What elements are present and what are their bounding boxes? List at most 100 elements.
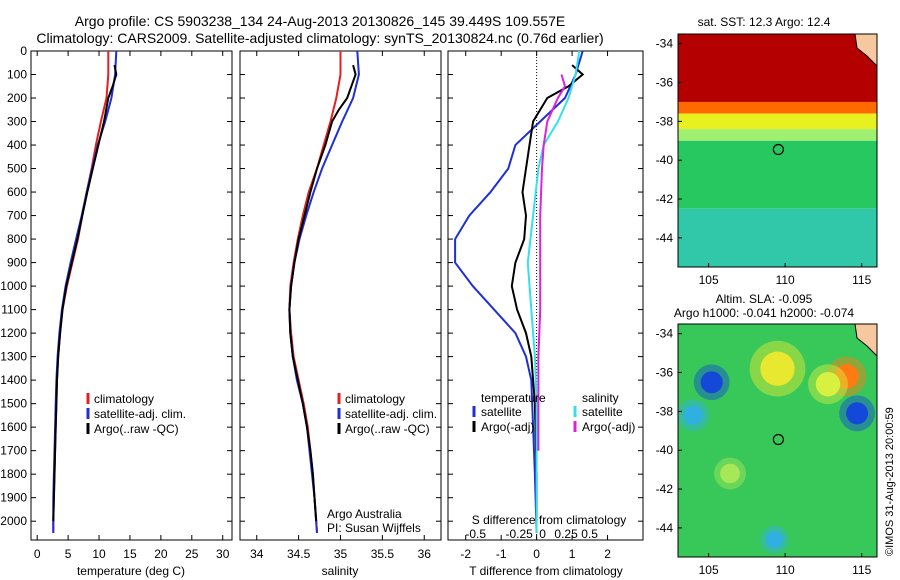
series-line-satellite-adj-clim- [288,50,360,533]
legend-label: satellite [481,405,522,419]
legend-label: climatology [345,392,405,406]
y-tick-label: 0 [20,44,27,58]
secondary-x-tick-label: -0.25 [506,527,534,541]
legend-label: satellite-adj. clim. [345,407,437,421]
secondary-x-tick-label: 0 [539,527,546,541]
y-tick-label: 1900 [0,491,27,505]
map-x-tick-label: 110 [776,273,795,287]
salinity-x-label: salinity [322,564,359,578]
legend-label: climatology [94,392,154,406]
sst-band [678,113,877,130]
map-x-tick-label: 105 [699,273,719,287]
y-tick-label: 400 [7,138,27,152]
x-tick-label: 30 [216,547,230,561]
map-y-tick-label: -36 [656,76,674,90]
map-x-tick-label: 110 [776,563,795,577]
x-tick-label: 35.5 [371,547,395,561]
legend-header-salinity: salinity [582,391,619,405]
sst-map-panel: 105 110 115 -34 -36 -38 -40 -42 -44 [656,33,878,287]
map-x-tick-label: 115 [852,273,871,287]
x-tick-label: 34.5 [287,547,311,561]
map-frame [677,33,878,268]
temperature-panel: 0 5 10 15 20 25 300100200300400500600700800900… [0,44,232,561]
salinity-legend: climatology satellite-adj. clim. Argo(..… [327,392,437,535]
sla-map-title-line1: Altim. SLA: -0.095 [716,292,813,306]
legend-label: Argo(..raw -QC) [94,422,179,436]
chart-title-line2: Climatology: CARS2009. Satellite-adjuste… [36,30,604,46]
series-line-satellite-adj-clim- [52,50,118,533]
secondary-x-tick-label: -0.5 [465,527,486,541]
difference-secondary-x-label: S difference from climatology [472,513,627,527]
y-tick-label: 600 [7,185,27,199]
x-tick-label: 2 [604,547,611,561]
x-tick-label: 15 [123,547,137,561]
series-line-argo-adj- [510,64,585,522]
legend-label: satellite-adj. clim. [94,407,186,421]
x-tick-label: 0 [533,547,540,561]
y-tick-label: 200 [7,91,27,105]
coastline [854,34,877,67]
x-tick-label: 36 [418,547,432,561]
map-y-tick-label: -38 [656,114,674,128]
y-tick-label: 700 [7,209,27,223]
legend-header-temperature: temperature [481,391,546,405]
sla-anomaly [683,405,704,426]
sla-anomaly [760,351,795,386]
map-y-tick-label: -36 [656,366,674,380]
y-tick-label: 1700 [0,444,27,458]
sla-anomaly [765,530,784,549]
series-line-climatology [288,51,342,533]
map-y-tick-label: -40 [656,153,674,167]
series-line-argo-adj- [537,74,567,451]
map-y-tick-label: -38 [656,404,674,418]
chart-title-line1: Argo profile: CS 5903238_134 24-Aug-2013… [74,13,566,29]
y-tick-label: 1400 [0,373,27,387]
sst-band [678,101,877,114]
series-line-argo-raw-qc- [52,64,118,522]
sst-band [678,34,877,102]
y-tick-label: 100 [7,68,27,82]
map-frame [677,323,878,558]
legend-label: satellite [582,405,623,419]
x-tick-label: 20 [154,547,168,561]
argo-position-marker [772,433,784,446]
sst-band [678,140,877,209]
difference-panel-frame [447,50,644,541]
map-y-tick-label: -40 [656,443,674,457]
legend-label: Argo(-adj) [481,420,534,434]
x-tick-label: -2 [460,547,471,561]
sla-anomaly [720,463,740,484]
y-tick-label: 900 [7,256,27,270]
secondary-x-tick-label: 0.5 [581,527,598,541]
coastline [854,324,877,357]
x-tick-label: -1 [496,547,507,561]
y-tick-label: 1200 [0,326,27,340]
legend-label: Argo(..raw -QC) [345,422,430,436]
legend-label: Argo(-adj) [582,420,635,434]
sla-map-panel: 105 110 115 -34 -36 -38 -40 -42 -44 [656,323,878,577]
map-y-tick-label: -44 [656,521,674,535]
map-x-tick-label: 105 [699,563,719,577]
difference-x-label: T difference from climatology [469,564,623,578]
sla-anomaly [815,371,841,397]
difference-legend: temperature salinity satellite Argo(-adj… [472,391,635,434]
x-tick-label: 35 [334,547,348,561]
map-y-tick-label: -34 [656,37,674,51]
x-tick-label: 25 [185,547,199,561]
sla-anomaly [834,364,859,389]
x-tick-label: 34 [250,547,264,561]
imos-timestamp: ©IMOS 31-Aug-2013 20:00:59 [884,407,896,556]
y-tick-label: 1300 [0,350,27,364]
map-y-tick-label: -44 [656,231,674,245]
sst-map-title: sat. SST: 12.3 Argo: 12.4 [698,15,831,29]
sst-band [678,129,877,141]
y-tick-label: 1800 [0,467,27,481]
series-line-climatology [52,51,110,533]
x-tick-label: 1 [569,547,576,561]
y-tick-label: 500 [7,162,27,176]
y-tick-label: 1600 [0,420,27,434]
y-tick-label: 1000 [0,279,27,293]
map-y-tick-label: -42 [656,482,674,496]
secondary-x-tick-label: 0.25 [554,527,578,541]
